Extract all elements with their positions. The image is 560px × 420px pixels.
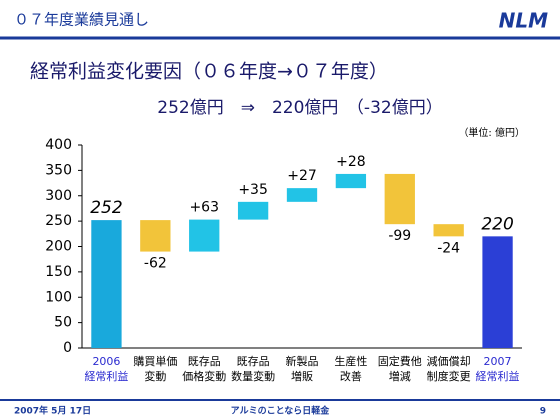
x-tick-label: 数量変動 — [231, 369, 275, 383]
unit-label: （単位: 億円） — [458, 126, 525, 139]
x-tick-label: 変動 — [144, 369, 166, 383]
x-tick-label: 改善 — [340, 369, 362, 383]
x-tick-label: 固定費他 — [378, 354, 422, 368]
bar — [335, 173, 367, 189]
y-tick-label: 50 — [54, 315, 72, 331]
y-tick-label: 200 — [45, 239, 72, 255]
value-label: +63 — [189, 200, 219, 216]
bar — [433, 224, 464, 237]
bar — [482, 236, 513, 348]
x-tick-label: 2007 — [484, 355, 512, 368]
value-label: +35 — [238, 182, 268, 198]
x-tick-label: 価格変動 — [182, 369, 226, 383]
value-label: +27 — [287, 168, 317, 184]
y-tick-label: 250 — [45, 213, 72, 229]
y-tick-label: 0 — [63, 340, 72, 356]
bar — [91, 220, 122, 348]
x-tick-label: 2006 — [92, 355, 120, 368]
x-tick-label: 増販 — [291, 370, 313, 383]
footer-date: 2007年 5月 17日 — [14, 405, 91, 417]
y-tick-label: 400 — [45, 137, 72, 153]
y-tick-label: 150 — [45, 264, 72, 280]
value-label: -24 — [437, 240, 460, 256]
bar — [189, 219, 220, 252]
x-tick-label: 生産性 — [334, 354, 367, 368]
x-tick-label: 制度変更 — [427, 369, 471, 383]
page-number: 9 — [540, 407, 546, 417]
footer-tagline: アルミのことなら日軽金 — [231, 405, 331, 417]
value-label: -99 — [388, 228, 411, 244]
bar — [286, 188, 318, 202]
x-tick-label: 経常利益 — [84, 369, 128, 383]
y-tick-label: 100 — [45, 289, 72, 305]
x-tick-label: 購買単価 — [133, 354, 177, 368]
x-tick-label: 減価償却 — [427, 354, 471, 368]
x-tick-label: 新製品 — [286, 354, 319, 368]
y-tick-label: 350 — [45, 162, 72, 178]
logo: NLM — [499, 9, 548, 33]
x-tick-label: 経常利益 — [476, 369, 520, 383]
section-title: ０７年度業績見通し — [14, 11, 149, 29]
x-tick-label: 増減 — [389, 369, 411, 383]
chart-subtitle: 252億円 ⇒ 220億円 （-32億円） — [157, 98, 442, 118]
value-label: -62 — [144, 256, 167, 272]
value-label: 220 — [481, 214, 513, 234]
bar — [140, 220, 171, 252]
x-tick-label: 既存品 — [237, 354, 270, 368]
bar — [384, 173, 415, 225]
bar — [237, 201, 269, 220]
value-label: 252 — [90, 198, 122, 218]
value-label: +28 — [336, 154, 366, 170]
chart-title: 経常利益変化要因（０６年度→０７年度） — [30, 61, 388, 83]
y-tick-label: 300 — [45, 188, 72, 204]
plot: 0501001502002503003504002522006経常利益-62購買… — [45, 137, 522, 383]
x-tick-label: 既存品 — [188, 354, 221, 368]
